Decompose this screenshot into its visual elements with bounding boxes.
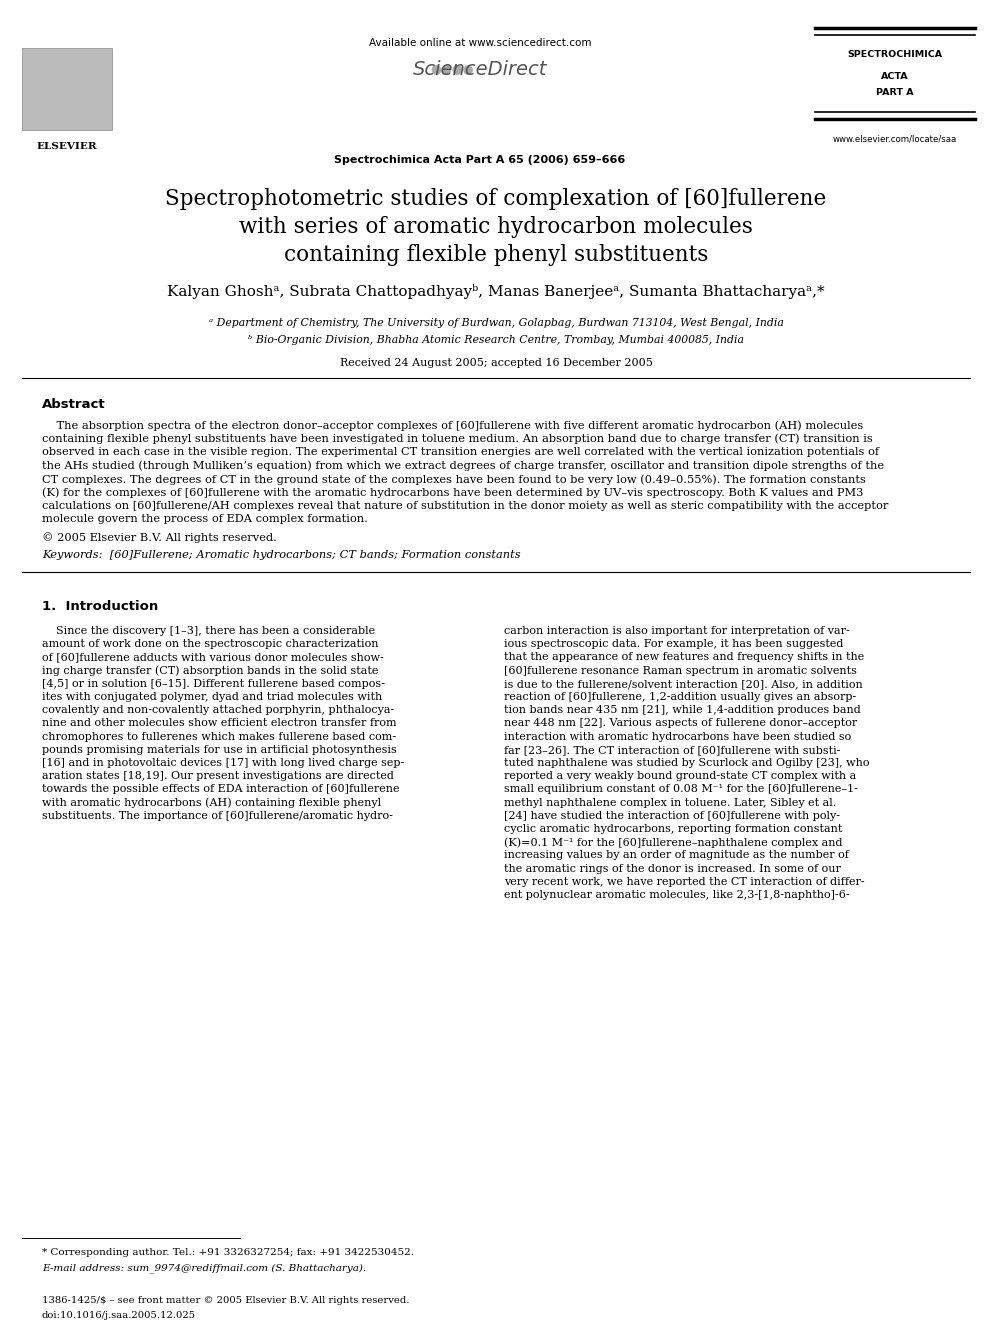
Text: Received 24 August 2005; accepted 16 December 2005: Received 24 August 2005; accepted 16 Dec… [339,359,653,368]
Text: cyclic aromatic hydrocarbons, reporting formation constant: cyclic aromatic hydrocarbons, reporting … [504,824,842,833]
Text: www.elsevier.com/locate/saa: www.elsevier.com/locate/saa [833,135,957,144]
Text: Abstract: Abstract [42,398,105,411]
Text: tion bands near 435 nm [21], while 1,4-addition produces band: tion bands near 435 nm [21], while 1,4-a… [504,705,861,716]
Text: pounds promising materials for use in artificial photosynthesis: pounds promising materials for use in ar… [42,745,397,755]
Text: reaction of [60]fullerene, 1,2-addition usually gives an absorp-: reaction of [60]fullerene, 1,2-addition … [504,692,856,703]
Text: PART A: PART A [876,89,914,97]
Text: 1.  Introduction: 1. Introduction [42,601,159,613]
Text: (K) for the complexes of [60]fullerene with the aromatic hydrocarbons have been : (K) for the complexes of [60]fullerene w… [42,487,863,497]
Text: ELSEVIER: ELSEVIER [37,142,97,151]
Text: Keywords:  [60]Fullerene; Aromatic hydrocarbons; CT bands; Formation constants: Keywords: [60]Fullerene; Aromatic hydroc… [42,550,521,560]
Text: The absorption spectra of the electron donor–acceptor complexes of [60]fullerene: The absorption spectra of the electron d… [42,419,863,430]
Text: Spectrophotometric studies of complexation of [60]fullerene: Spectrophotometric studies of complexati… [166,188,826,210]
Text: CT complexes. The degrees of CT in the ground state of the complexes have been f: CT complexes. The degrees of CT in the g… [42,474,866,484]
Text: ing charge transfer (CT) absorption bands in the solid state: ing charge transfer (CT) absorption band… [42,665,378,676]
Text: reported a very weakly bound ground-state CT complex with a: reported a very weakly bound ground-stat… [504,771,856,781]
Text: amount of work done on the spectroscopic characterization: amount of work done on the spectroscopic… [42,639,379,650]
Text: * Corresponding author. Tel.: +91 3326327254; fax: +91 3422530452.: * Corresponding author. Tel.: +91 332632… [42,1248,414,1257]
Text: is due to the fullerene/solvent interaction [20]. Also, in addition: is due to the fullerene/solvent interact… [504,679,863,689]
Text: Spectrochimica Acta Part A 65 (2006) 659–666: Spectrochimica Acta Part A 65 (2006) 659… [334,155,626,165]
Text: very recent work, we have reported the CT interaction of differ-: very recent work, we have reported the C… [504,877,865,886]
Text: chromophores to fullerenes which makes fullerene based com-: chromophores to fullerenes which makes f… [42,732,396,742]
Bar [22,48,112,130]
Text: the AHs studied (through Mulliken’s equation) from which we extract degrees of c: the AHs studied (through Mulliken’s equa… [42,460,884,471]
Text: tuted naphthalene was studied by Scurlock and Ogilby [23], who: tuted naphthalene was studied by Scurloc… [504,758,870,767]
Text: with series of aromatic hydrocarbon molecules: with series of aromatic hydrocarbon mole… [239,216,753,238]
Text: (K)=0.1 M⁻¹ for the [60]fullerene–naphthalene complex and: (K)=0.1 M⁻¹ for the [60]fullerene–naphth… [504,837,842,848]
Text: E-mail address: sum_9974@rediffmail.com (S. Bhattacharya).: E-mail address: sum_9974@rediffmail.com … [42,1263,366,1273]
Text: ACTA: ACTA [881,71,909,81]
Text: [24] have studied the interaction of [60]fullerene with poly-: [24] have studied the interaction of [60… [504,811,840,820]
Text: ites with conjugated polymer, dyad and triad molecules with: ites with conjugated polymer, dyad and t… [42,692,382,703]
Text: [4,5] or in solution [6–15]. Different fullerene based compos-: [4,5] or in solution [6–15]. Different f… [42,679,385,689]
Text: ᵃ Department of Chemistry, The University of Burdwan, Golapbag, Burdwan 713104, : ᵃ Department of Chemistry, The Universit… [208,318,784,328]
Text: observed in each case in the visible region. The experimental CT transition ener: observed in each case in the visible reg… [42,447,879,456]
Text: Kalyan Ghoshᵃ, Subrata Chattopadhyayᵇ, Manas Banerjeeᵃ, Sumanta Bhattacharyaᵃ,*: Kalyan Ghoshᵃ, Subrata Chattopadhyayᵇ, M… [168,284,824,299]
Text: ●●●●: ●●●● [431,62,474,75]
Text: Available online at www.sciencedirect.com: Available online at www.sciencedirect.co… [369,38,591,48]
Text: far [23–26]. The CT interaction of [60]fullerene with substi-: far [23–26]. The CT interaction of [60]f… [504,745,840,755]
Text: nine and other molecules show efficient electron transfer from: nine and other molecules show efficient … [42,718,397,729]
Text: ent polynuclear aromatic molecules, like 2,3-[1,8-naphtho]-6-: ent polynuclear aromatic molecules, like… [504,890,849,900]
Text: molecule govern the process of EDA complex formation.: molecule govern the process of EDA compl… [42,515,368,524]
Text: aration states [18,19]. Our present investigations are directed: aration states [18,19]. Our present inve… [42,771,394,781]
Text: substituents. The importance of [60]fullerene/aromatic hydro-: substituents. The importance of [60]full… [42,811,393,820]
Text: ᵇ Bio-Organic Division, Bhabha Atomic Research Centre, Trombay, Mumbai 400085, I: ᵇ Bio-Organic Division, Bhabha Atomic Re… [248,335,744,345]
Text: containing flexible phenyl substituents: containing flexible phenyl substituents [284,243,708,266]
Text: [60]fullerene resonance Raman spectrum in aromatic solvents: [60]fullerene resonance Raman spectrum i… [504,665,857,676]
Text: ScienceDirect: ScienceDirect [413,60,548,79]
Text: near 448 nm [22]. Various aspects of fullerene donor–acceptor: near 448 nm [22]. Various aspects of ful… [504,718,857,729]
Text: containing flexible phenyl substituents have been investigated in toluene medium: containing flexible phenyl substituents … [42,434,873,445]
Text: interaction with aromatic hydrocarbons have been studied so: interaction with aromatic hydrocarbons h… [504,732,851,742]
Text: calculations on [60]fullerene/AH complexes reveal that nature of substitution in: calculations on [60]fullerene/AH complex… [42,501,889,511]
Text: [16] and in photovoltaic devices [17] with long lived charge sep-: [16] and in photovoltaic devices [17] wi… [42,758,405,767]
Text: carbon interaction is also important for interpretation of var-: carbon interaction is also important for… [504,626,850,636]
Text: towards the possible effects of EDA interaction of [60]fullerene: towards the possible effects of EDA inte… [42,785,400,794]
Text: SPECTROCHIMICA: SPECTROCHIMICA [847,50,942,60]
Text: doi:10.1016/j.saa.2005.12.025: doi:10.1016/j.saa.2005.12.025 [42,1311,196,1320]
Text: covalently and non-covalently attached porphyrin, phthalocya-: covalently and non-covalently attached p… [42,705,394,716]
Text: increasing values by an order of magnitude as the number of: increasing values by an order of magnitu… [504,851,849,860]
Text: 1386-1425/$ – see front matter © 2005 Elsevier B.V. All rights reserved.: 1386-1425/$ – see front matter © 2005 El… [42,1297,410,1304]
Text: © 2005 Elsevier B.V. All rights reserved.: © 2005 Elsevier B.V. All rights reserved… [42,532,277,542]
Text: that the appearance of new features and frequency shifts in the: that the appearance of new features and … [504,652,864,663]
Text: small equilibrium constant of 0.08 M⁻¹ for the [60]fullerene–1-: small equilibrium constant of 0.08 M⁻¹ f… [504,785,858,794]
Text: ious spectroscopic data. For example, it has been suggested: ious spectroscopic data. For example, it… [504,639,843,650]
Text: with aromatic hydrocarbons (AH) containing flexible phenyl: with aromatic hydrocarbons (AH) containi… [42,798,381,808]
Text: of [60]fullerene adducts with various donor molecules show-: of [60]fullerene adducts with various do… [42,652,384,663]
Text: methyl naphthalene complex in toluene. Later, Sibley et al.: methyl naphthalene complex in toluene. L… [504,798,836,807]
Text: the aromatic rings of the donor is increased. In some of our: the aromatic rings of the donor is incre… [504,864,841,873]
Text: Since the discovery [1–3], there has been a considerable: Since the discovery [1–3], there has bee… [42,626,375,636]
